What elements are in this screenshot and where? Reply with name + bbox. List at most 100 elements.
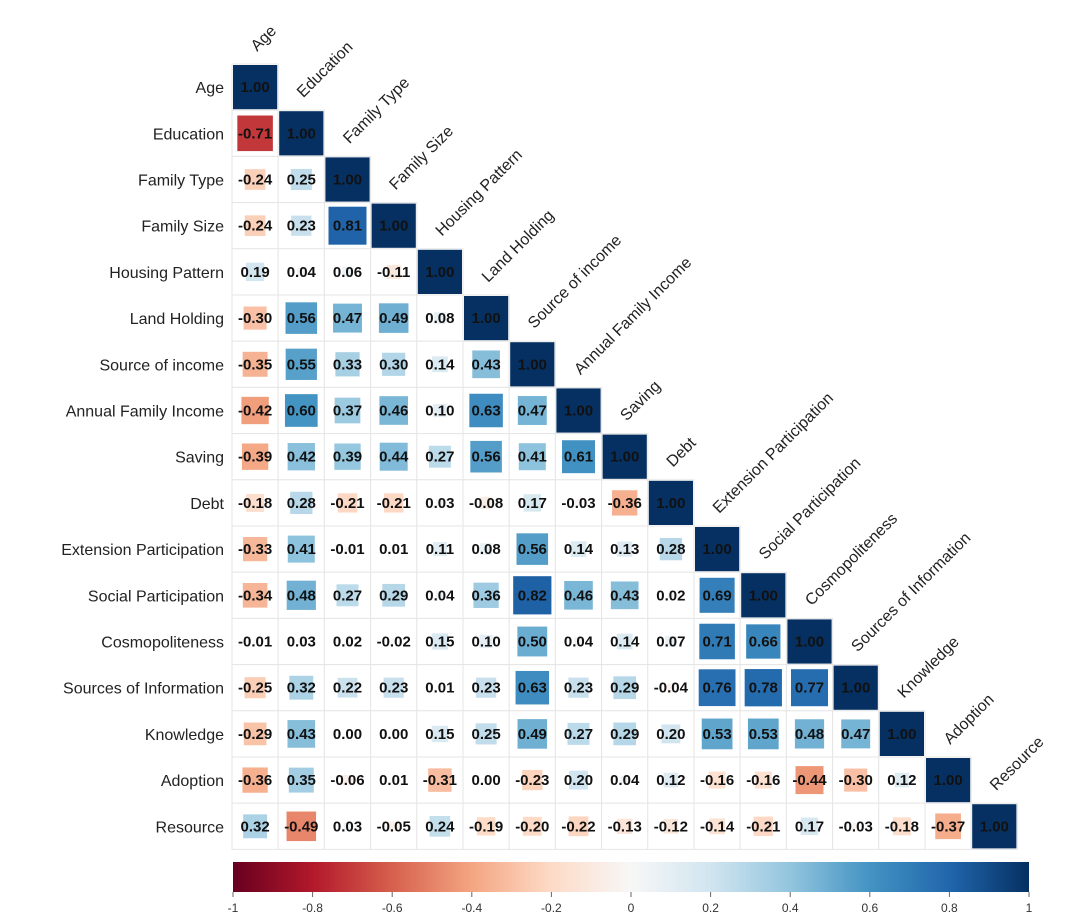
cell-value-social-participation-annual-family-income: 0.46 — [564, 587, 593, 604]
cell-square-knowledge-cosmopoliteness — [794, 719, 825, 749]
cell-square-debt-family-type — [337, 493, 358, 513]
cell-value-annual-family-income-family-size: 0.46 — [379, 403, 408, 420]
cell-value-sources-of-information-sources-of-information: 1.00 — [841, 680, 870, 697]
cell-square-land-holding-family-size — [378, 303, 409, 333]
cell-square-family-size-age — [244, 215, 266, 237]
colorbar-tick-label: 0.2 — [702, 901, 719, 915]
cell-square-source-of-income-source-of-income — [510, 342, 555, 387]
col-label-family-size: Family Size — [387, 123, 458, 194]
cell-square-cosmopoliteness-extension-participation — [699, 623, 735, 660]
cell-value-extension-participation-family-type: -0.01 — [330, 541, 364, 558]
cell-square-knowledge-knowledge — [879, 711, 924, 756]
cell-square-knowledge-extension-participation — [701, 718, 733, 750]
cell-value-debt-family-size: -0.21 — [377, 495, 411, 512]
cell-square-adoption-knowledge — [894, 772, 910, 788]
cell-square-resource-social-participation — [753, 816, 773, 836]
cell-value-social-participation-family-size: 0.29 — [379, 587, 408, 604]
cell-square-extension-participation-source-of-income — [516, 533, 549, 565]
cell-value-knowledge-cosmopoliteness: 0.48 — [795, 726, 824, 743]
cell-value-social-participation-land-holding: 0.36 — [471, 587, 500, 604]
cell-value-source-of-income-family-size: 0.30 — [379, 356, 408, 373]
colorbar-gradient — [233, 862, 1029, 892]
cell-value-source-of-income-age: -0.35 — [238, 356, 272, 373]
cell-value-annual-family-income-family-type: 0.37 — [333, 403, 362, 420]
cell-value-source-of-income-housing-pattern: 0.14 — [425, 356, 455, 373]
cell-value-adoption-family-size: 0.01 — [379, 772, 408, 789]
cell-value-social-participation-social-participation: 1.00 — [749, 587, 778, 604]
cell-value-extension-participation-family-size: 0.01 — [379, 541, 408, 558]
cell-value-extension-participation-debt: 0.28 — [656, 541, 685, 558]
cell-value-source-of-income-land-holding: 0.43 — [471, 356, 500, 373]
cell-value-knowledge-sources-of-information: 0.47 — [841, 726, 870, 743]
cell-square-sources-of-information-education — [289, 675, 314, 700]
cell-square-source-of-income-age — [242, 351, 268, 377]
cell-square-knowledge-housing-pattern — [431, 725, 449, 743]
cell-value-cosmopoliteness-extension-participation: 0.71 — [702, 634, 731, 651]
cell-square-family-size-family-size — [371, 203, 416, 248]
cell-value-adoption-knowledge: 0.12 — [887, 772, 916, 789]
cell-value-resource-debt: -0.12 — [654, 818, 688, 835]
cell-square-resource-cosmopoliteness — [800, 817, 819, 835]
cell-value-sources-of-information-saving: 0.29 — [610, 680, 639, 697]
cell-square-saving-family-size — [379, 442, 408, 471]
cell-value-housing-pattern-family-type: 0.06 — [333, 264, 362, 281]
cell-square-adoption-sources-of-information — [844, 768, 868, 792]
cell-square-social-participation-extension-participation — [699, 577, 735, 613]
col-label-housing-pattern: Housing Pattern — [433, 146, 526, 239]
row-label-land-holding: Land Holding — [130, 311, 224, 328]
colorbar-tick-label: -0.4 — [461, 901, 482, 915]
cell-square-debt-source-of-income — [523, 494, 541, 512]
col-label-cosmopoliteness: Cosmopoliteness — [802, 510, 901, 609]
cell-value-social-participation-debt: 0.02 — [656, 587, 685, 604]
grid-cell — [231, 340, 279, 388]
cell-value-cosmopoliteness-housing-pattern: 0.15 — [425, 634, 454, 651]
cell-square-knowledge-education — [287, 720, 316, 748]
cell-square-cosmopoliteness-age — [252, 639, 258, 644]
cell-square-family-type-age — [244, 169, 266, 190]
col-label-land-holding: Land Holding — [479, 207, 558, 286]
cell-square-adoption-age — [242, 767, 268, 793]
cell-square-annual-family-income-land-holding — [469, 393, 503, 428]
cell-square-social-participation-saving — [610, 581, 639, 610]
cell-value-sources-of-information-education: 0.32 — [287, 680, 316, 697]
cell-square-adoption-annual-family-income — [569, 770, 588, 790]
cell-value-social-participation-extension-participation: 0.69 — [702, 587, 731, 604]
cell-square-source-of-income-family-type — [335, 352, 360, 377]
cell-square-adoption-family-size — [391, 777, 396, 783]
cell-square-knowledge-annual-family-income — [567, 722, 590, 745]
cell-value-resource-adoption: -0.37 — [931, 818, 965, 835]
cell-value-annual-family-income-land-holding: 0.63 — [471, 403, 500, 420]
colorbar-tick-label: 1 — [1026, 901, 1033, 915]
cell-value-resource-source-of-income: -0.20 — [515, 818, 549, 835]
cell-value-saving-family-size: 0.44 — [379, 449, 409, 466]
cell-value-cosmopoliteness-saving: 0.14 — [610, 634, 640, 651]
row-label-debt: Debt — [190, 496, 224, 513]
cell-square-debt-family-size — [384, 493, 404, 513]
cell-square-resource-knowledge — [892, 817, 911, 836]
cell-value-family-type-family-type: 1.00 — [333, 172, 362, 189]
cell-value-social-participation-housing-pattern: 0.04 — [425, 587, 455, 604]
cell-value-adoption-housing-pattern: -0.31 — [423, 772, 457, 789]
cell-value-debt-land-holding: -0.08 — [469, 495, 503, 512]
cell-value-social-participation-family-type: 0.27 — [333, 587, 362, 604]
cell-square-cosmopoliteness-family-size — [390, 638, 397, 645]
cell-square-source-of-income-family-size — [382, 352, 406, 376]
grid-cell — [277, 202, 325, 250]
cell-square-sources-of-information-family-type — [337, 677, 358, 698]
cell-square-annual-family-income-housing-pattern — [433, 403, 447, 418]
cell-value-debt-saving: -0.36 — [608, 495, 642, 512]
cell-value-saving-age: -0.39 — [238, 449, 272, 466]
cell-value-knowledge-housing-pattern: 0.15 — [425, 726, 454, 743]
cell-value-debt-family-type: -0.21 — [330, 495, 364, 512]
cell-square-annual-family-income-age — [241, 396, 269, 425]
cell-square-extension-participation-family-type — [345, 546, 350, 552]
cell-value-source-of-income-family-type: 0.33 — [333, 356, 362, 373]
cell-value-saving-source-of-income: 0.41 — [518, 449, 547, 466]
cell-value-family-size-family-size: 1.00 — [379, 218, 408, 235]
cell-square-cosmopoliteness-social-participation — [746, 624, 781, 659]
row-label-age: Age — [196, 80, 225, 97]
cell-value-extension-participation-annual-family-income: 0.14 — [564, 541, 594, 558]
grid-cell — [370, 248, 418, 296]
cell-value-resource-sources-of-information: -0.03 — [839, 818, 873, 835]
